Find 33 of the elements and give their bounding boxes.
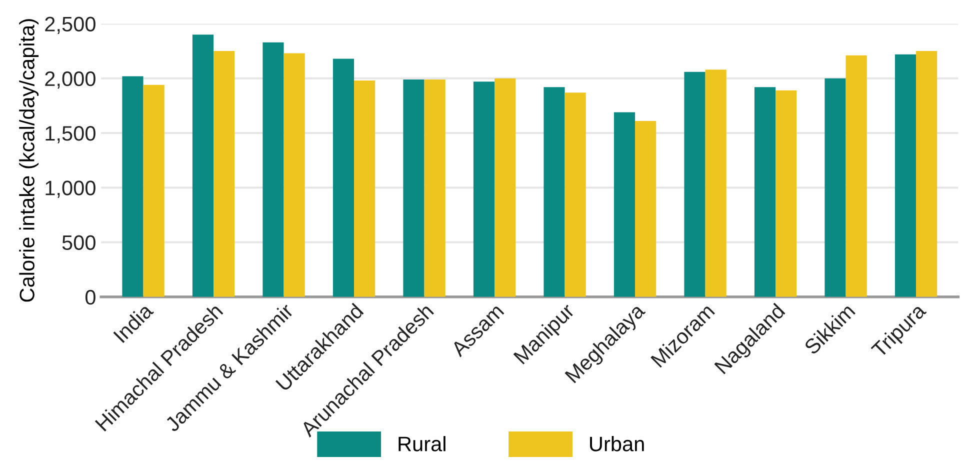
bar xyxy=(473,82,495,297)
bar xyxy=(824,78,846,297)
bar xyxy=(262,42,284,297)
bar xyxy=(635,120,656,297)
bar xyxy=(684,72,706,297)
bar xyxy=(614,112,636,297)
bar xyxy=(403,79,424,297)
bar xyxy=(705,70,726,297)
bar xyxy=(894,54,916,297)
y-tick-label: 1,000 xyxy=(46,180,96,198)
bar xyxy=(776,90,797,297)
bar xyxy=(544,87,565,297)
y-tick-label: 1,500 xyxy=(46,126,96,144)
legend-label: Urban xyxy=(590,436,644,452)
bar xyxy=(284,53,305,297)
bar xyxy=(564,92,586,297)
y-tick-label: 2,500 xyxy=(45,16,96,34)
y-tick-label: 0 xyxy=(85,290,96,305)
bar xyxy=(122,76,144,297)
bar xyxy=(354,80,376,297)
bar xyxy=(916,51,938,297)
bar xyxy=(754,87,776,297)
bar xyxy=(143,84,164,297)
bar xyxy=(494,78,516,297)
bar xyxy=(192,34,214,297)
bar xyxy=(846,55,867,297)
legend-label: Rural xyxy=(398,436,446,452)
y-axis-title: Calorie intake (kcal/day/capita) xyxy=(19,19,39,302)
y-tick-label: 500 xyxy=(62,235,96,250)
bar xyxy=(332,58,354,297)
bar xyxy=(424,79,446,297)
bar xyxy=(214,51,235,297)
y-tick-label: 2,000 xyxy=(45,71,96,89)
